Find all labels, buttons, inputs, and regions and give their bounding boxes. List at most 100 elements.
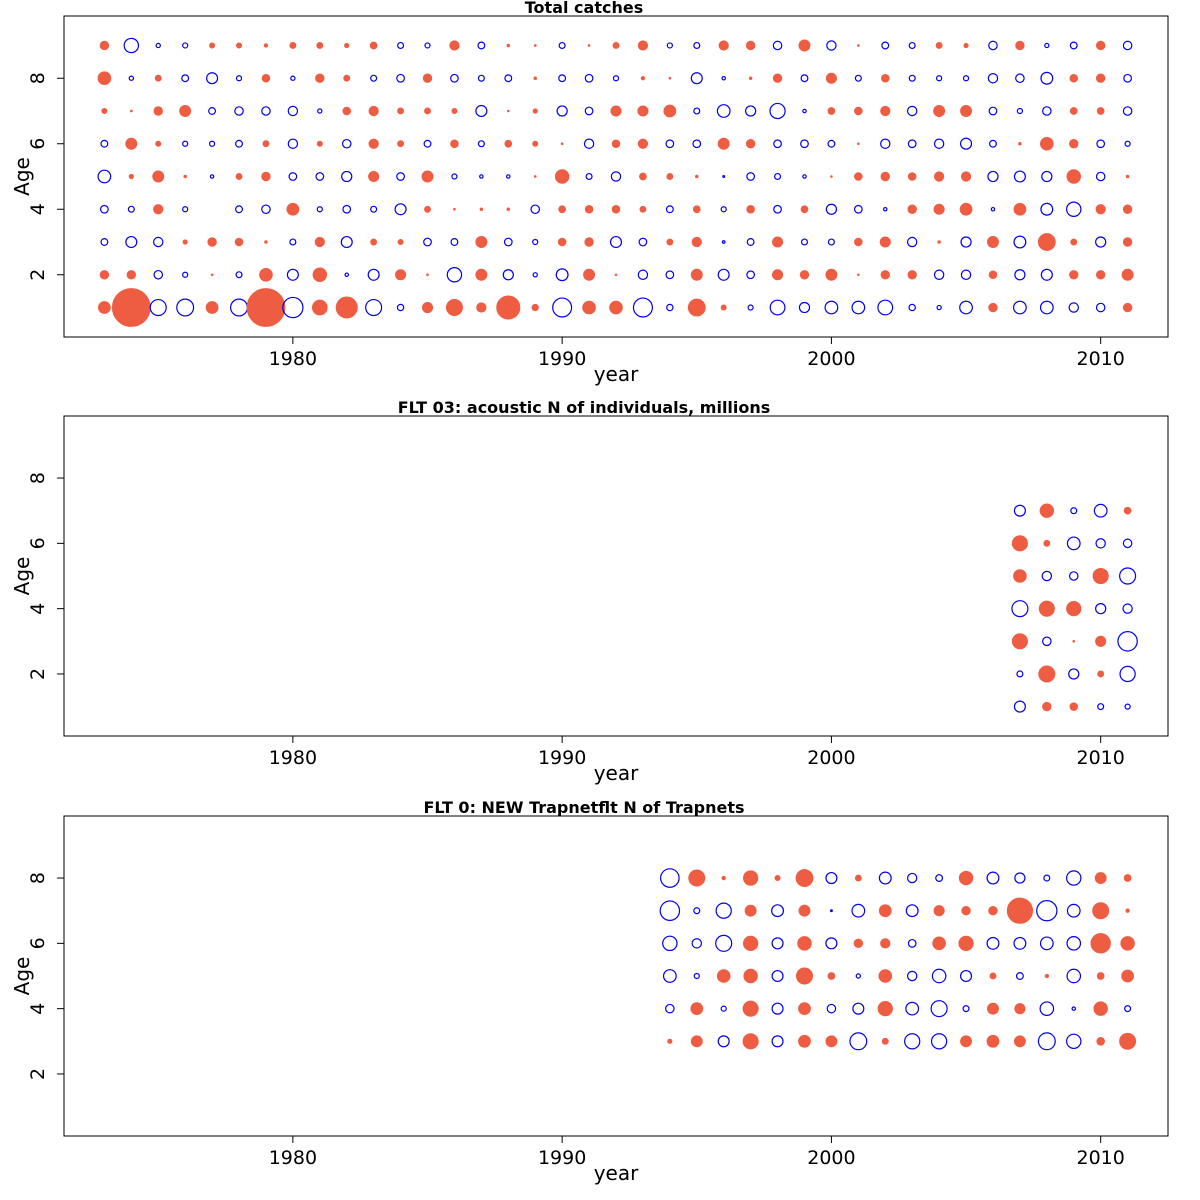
positive-residual-bubble [182,239,188,245]
negative-residual-bubble [880,138,891,149]
positive-residual-bubble [932,936,946,951]
positive-residual-bubble [451,107,458,115]
positive-residual-bubble [424,107,431,115]
negative-residual-bubble [665,1003,675,1014]
negative-residual-bubble [638,237,648,247]
negative-residual-bubble [477,140,485,148]
positive-residual-bubble [1121,268,1134,281]
positive-residual-bubble [554,169,570,184]
positive-residual-bubble [531,303,539,312]
chart-panel-1: Total catches 1980 1990 2000 2010 2 4 6 8 year Age [10,0,1169,386]
positive-residual-bubble [935,42,943,49]
positive-residual-bubble [1069,270,1079,280]
negative-residual-bubble [908,41,916,50]
negative-residual-bubble [771,1035,784,1048]
negative-residual-bubble [744,105,757,117]
positive-residual-bubble [668,76,672,80]
positive-residual-bubble [1095,204,1106,215]
negative-residual-bubble [1068,571,1079,581]
negative-residual-bubble [1066,1033,1082,1050]
negative-residual-bubble [1122,603,1133,614]
positive-residual-bubble [344,42,350,49]
positive-residual-bubble [183,174,187,179]
negative-residual-bubble [905,1001,920,1016]
positive-residual-bubble [1094,872,1107,885]
negative-residual-bubble [908,303,916,312]
positive-residual-bubble [261,73,271,83]
positive-residual-bubble [742,870,759,886]
positive-residual-bubble [582,300,596,315]
negative-residual-bubble [665,270,675,280]
negative-residual-bubble [851,300,866,315]
negative-residual-bubble [987,170,999,183]
negative-residual-bubble [1069,41,1078,50]
positive-residual-bubble [637,40,649,51]
positive-residual-bubble [857,44,860,47]
plot-frame [63,15,1169,338]
x-tick-label: 2000 [807,348,855,370]
positive-residual-bubble [987,236,999,248]
negative-residual-bubble [717,268,730,281]
negative-residual-bubble [1015,972,1024,980]
negative-residual-bubble [720,206,727,213]
positive-residual-bubble [987,1002,999,1015]
positive-residual-bubble [1092,902,1110,920]
negative-residual-bubble [344,272,350,278]
positive-residual-bubble [504,139,513,148]
negative-residual-bubble [721,240,726,244]
negative-residual-bubble [693,107,701,115]
positive-residual-bubble [261,171,271,182]
negative-residual-bubble [1037,1032,1056,1051]
negative-residual-bubble [769,102,786,120]
y-axis-label: Age [10,557,34,596]
positive-residual-bubble [1039,503,1055,518]
negative-residual-bubble [905,904,919,918]
positive-residual-bubble [825,268,838,281]
negative-residual-bubble [1040,268,1053,281]
positive-residual-bubble [688,869,706,887]
negative-residual-bubble [555,268,569,282]
negative-residual-bubble [1042,106,1052,116]
negative-residual-bubble [235,205,243,214]
negative-residual-bubble [503,237,513,247]
negative-residual-bubble [584,106,594,116]
negative-residual-bubble [370,205,378,213]
negative-residual-bubble [1095,538,1106,549]
positive-residual-bubble [637,105,649,117]
positive-residual-bubble [557,237,567,247]
positive-residual-bubble [640,76,646,81]
positive-residual-bubble [878,904,892,918]
negative-residual-bubble [125,235,138,249]
negative-residual-bubble [715,902,732,919]
positive-residual-bubble [1123,506,1132,515]
negative-residual-bubble [908,74,916,82]
y-tick-label: 6 [27,138,49,150]
positive-residual-bubble [316,140,323,147]
positive-residual-bubble [1040,136,1054,151]
positive-residual-bubble [1095,635,1107,647]
negative-residual-bubble [1122,40,1133,51]
positive-residual-bubble [854,874,862,882]
negative-residual-bubble [230,298,249,317]
positive-residual-bubble [154,74,162,82]
positive-residual-bubble [609,300,623,315]
negative-residual-bubble [1039,1001,1055,1016]
positive-residual-bubble [772,73,783,83]
negative-residual-bubble [716,104,731,118]
negative-residual-bubble [552,297,573,318]
positive-residual-bubble [314,236,325,248]
negative-residual-bubble [182,140,189,147]
positive-residual-bubble [532,108,538,114]
negative-residual-bubble [665,139,675,149]
y-tick-label: 4 [27,203,49,215]
positive-residual-bubble [560,142,564,146]
positive-residual-bubble [111,288,151,327]
negative-residual-bubble [1041,570,1053,582]
positive-residual-bubble [397,238,404,246]
positive-residual-bubble [881,1037,889,1045]
positive-residual-bubble [933,105,946,117]
positive-residual-bubble [506,109,510,113]
positive-residual-bubble [988,270,998,280]
negative-residual-bubble [936,75,943,82]
positive-residual-bubble [937,240,941,244]
